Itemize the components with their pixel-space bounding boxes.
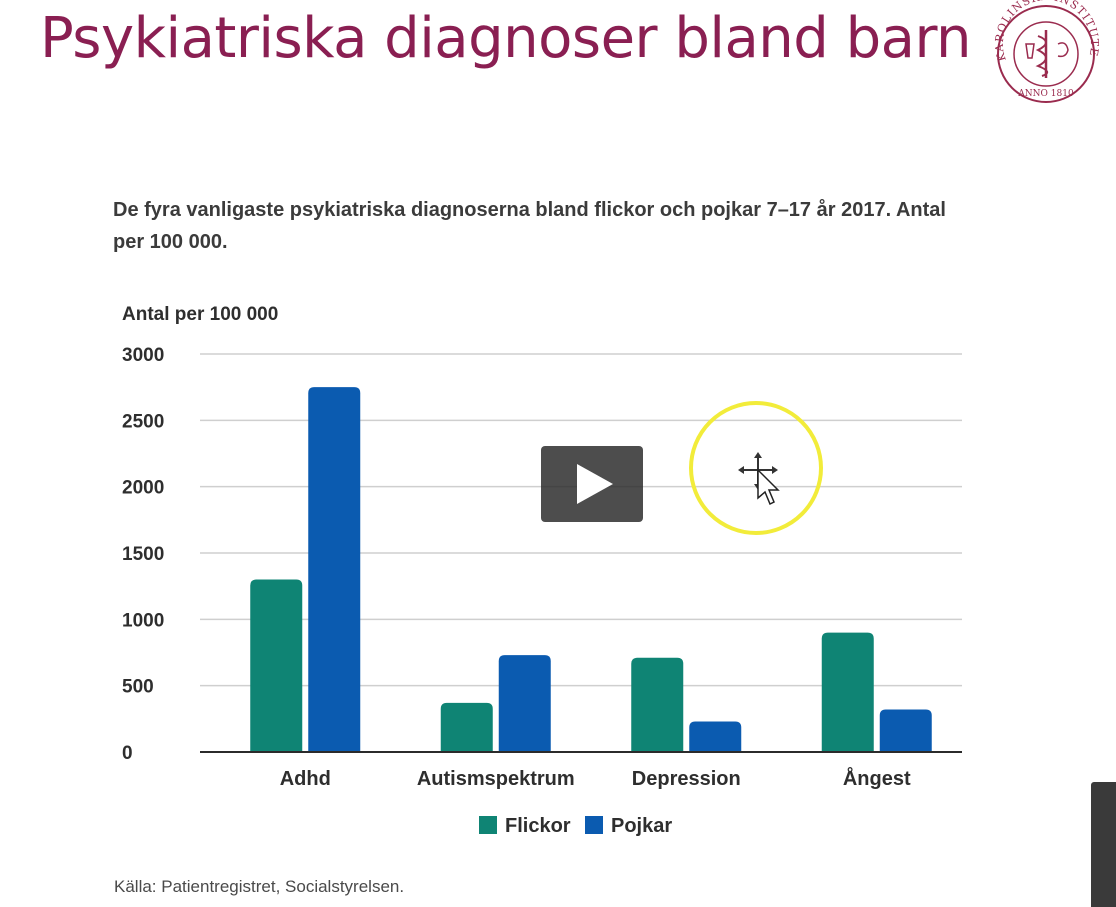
y-tick-label: 2000 bbox=[122, 478, 164, 499]
x-category-label: Depression bbox=[632, 768, 741, 790]
y-tick-label: 2500 bbox=[122, 411, 164, 432]
play-icon bbox=[577, 464, 613, 504]
y-tick-label: 0 bbox=[122, 743, 133, 764]
bar-pojkar-1 bbox=[498, 655, 551, 752]
bar-pojkar-0 bbox=[308, 387, 361, 752]
play-button[interactable] bbox=[541, 446, 643, 522]
y-tick-label: 3000 bbox=[122, 345, 164, 366]
chart-title: De fyra vanligaste psykiatriska diagnose… bbox=[113, 199, 946, 253]
bar-pojkar-3 bbox=[879, 709, 932, 752]
bar-flickor-1 bbox=[440, 702, 493, 752]
y-tick-label: 500 bbox=[122, 677, 154, 698]
y-tick-label: 1000 bbox=[122, 610, 164, 631]
move-cursor-icon bbox=[738, 452, 780, 506]
svg-text:ANNO 1810: ANNO 1810 bbox=[1017, 89, 1074, 99]
y-tick-label: 1500 bbox=[122, 544, 164, 565]
x-category-label: Adhd bbox=[280, 768, 331, 790]
karolinska-seal-logo: KAROLINSKA INSTITUTET ANNO 1810 bbox=[988, 0, 1100, 103]
slide-title: Psykiatriska diagnoser bland barn bbox=[40, 6, 972, 71]
y-axis-label: Antal per 100 000 bbox=[122, 304, 278, 325]
x-category-label: Autismspektrum bbox=[417, 768, 575, 790]
legend-swatch-flickor bbox=[479, 816, 497, 834]
video-control-handle[interactable] bbox=[1091, 782, 1116, 907]
legend-label-flickor: Flickor bbox=[505, 815, 571, 837]
source-note: Källa: Patientregistret, Socialstyrelsen… bbox=[114, 877, 405, 896]
bar-flickor-0 bbox=[250, 579, 303, 752]
bar-pojkar-2 bbox=[689, 721, 742, 752]
bar-flickor-3 bbox=[821, 632, 874, 752]
cursor-highlight-ring bbox=[689, 401, 823, 535]
bar-flickor-2 bbox=[631, 657, 684, 752]
legend-swatch-pojkar bbox=[585, 816, 603, 834]
legend-label-pojkar: Pojkar bbox=[611, 815, 672, 837]
x-category-label: Ångest bbox=[843, 766, 911, 790]
